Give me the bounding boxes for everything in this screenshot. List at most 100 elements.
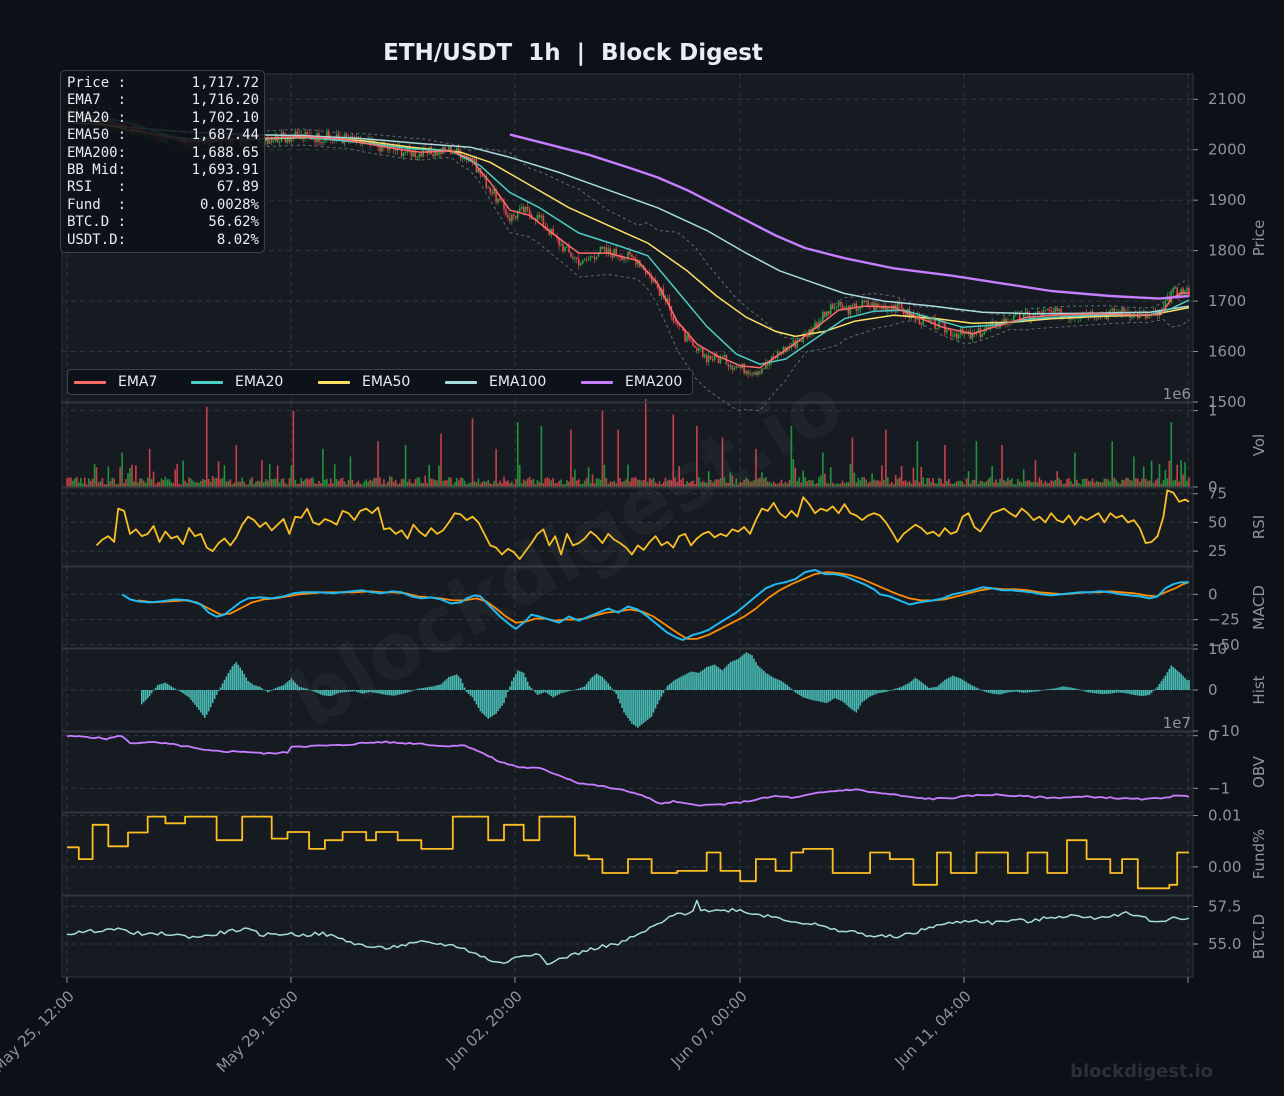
volume-bar xyxy=(1034,460,1037,487)
candle-body xyxy=(790,346,793,348)
volume-bar xyxy=(546,477,549,487)
candle-body xyxy=(282,132,285,137)
hist-bar xyxy=(168,685,171,690)
hist-bar xyxy=(274,687,277,690)
volume-bar xyxy=(172,483,175,487)
volume-bar xyxy=(623,480,625,487)
volume-bar xyxy=(995,479,997,487)
hist-bar xyxy=(194,690,196,705)
hist-bar xyxy=(1160,681,1163,690)
volume-bar xyxy=(217,461,220,487)
volume-bar xyxy=(168,479,171,487)
hist-bar xyxy=(585,683,588,690)
hist-bar xyxy=(879,690,881,693)
hist-bar xyxy=(406,690,409,693)
volume-bar xyxy=(987,479,990,487)
candle-body xyxy=(404,152,407,154)
volume-bar xyxy=(1133,456,1135,487)
volume-bar xyxy=(747,479,749,487)
hist-bar xyxy=(1113,690,1115,694)
hist-bar xyxy=(1109,690,1112,694)
volume-bar xyxy=(105,484,108,487)
hist-bar xyxy=(1062,686,1064,690)
info-label: Price : xyxy=(67,75,127,91)
volume-bar xyxy=(188,477,190,487)
hist-bar xyxy=(904,684,907,690)
hist-bar xyxy=(581,687,584,690)
candle-body xyxy=(601,246,604,249)
candle-body xyxy=(558,238,560,246)
hist-bar xyxy=(176,689,179,691)
hist-bar xyxy=(416,688,419,690)
hist-bar xyxy=(1146,690,1149,696)
hist-bar xyxy=(696,672,698,690)
ytick-label-hist-1: 0 xyxy=(1208,681,1218,699)
candle-body xyxy=(562,244,564,252)
hist-bar xyxy=(1148,690,1151,695)
candle-body xyxy=(997,328,999,329)
candle-body xyxy=(826,311,828,317)
volume-bar xyxy=(635,477,637,487)
volume-bar xyxy=(542,482,545,487)
volume-bar xyxy=(166,479,169,487)
volume-bar xyxy=(979,480,982,487)
volume-bar xyxy=(566,480,568,487)
hist-bar xyxy=(865,690,867,700)
hist-bar xyxy=(1095,690,1098,694)
volume-bar xyxy=(948,478,950,487)
volume-bar xyxy=(1048,482,1051,487)
candle-body xyxy=(609,248,612,254)
candle-body xyxy=(768,362,771,366)
hist-bar xyxy=(203,690,206,718)
volume-bar xyxy=(900,466,903,487)
volume-bar xyxy=(156,482,159,487)
candle-body xyxy=(707,356,710,362)
candle-body xyxy=(1079,317,1082,319)
candle-body xyxy=(1174,287,1177,289)
candle-body xyxy=(503,200,505,210)
candle-body xyxy=(585,259,588,261)
info-label: EMA50 : xyxy=(67,127,127,144)
candle-body xyxy=(950,329,952,337)
hist-bar xyxy=(839,690,842,701)
hist-bar xyxy=(196,690,198,708)
candle-body xyxy=(987,327,990,328)
hist-bar xyxy=(601,676,604,690)
hist-bar xyxy=(1127,690,1129,694)
hist-bar xyxy=(729,662,732,690)
hist-bar xyxy=(664,689,667,690)
hist-bar xyxy=(930,687,932,690)
volume-bar xyxy=(1123,480,1125,487)
volume-bar xyxy=(1186,480,1188,487)
volume-bar xyxy=(745,477,747,487)
hist-bar xyxy=(154,687,157,690)
hist-bar xyxy=(503,690,505,704)
hist-bar xyxy=(1042,690,1045,691)
volume-bar xyxy=(583,480,586,487)
candle-body xyxy=(1018,313,1021,321)
candle-body xyxy=(709,356,712,360)
hist-bar xyxy=(727,664,730,690)
hist-bar xyxy=(908,682,911,690)
hist-bar xyxy=(422,687,425,690)
volume-bar xyxy=(735,478,738,487)
volume-bar xyxy=(1022,469,1025,487)
volume-bar xyxy=(414,479,417,487)
hist-bar xyxy=(977,688,980,690)
volume-bar xyxy=(1138,481,1141,487)
candle-body xyxy=(747,370,749,375)
hist-bar xyxy=(770,676,773,690)
volume-bar xyxy=(1003,480,1005,487)
volume-bar xyxy=(184,480,186,487)
volume-bar xyxy=(302,481,305,487)
volume-bar xyxy=(107,466,110,487)
hist-bar xyxy=(822,690,824,703)
hist-bar xyxy=(306,688,308,690)
volume-bar xyxy=(300,478,303,487)
volume-bar xyxy=(619,478,621,487)
volume-bar xyxy=(889,483,891,487)
hist-bar xyxy=(452,675,454,690)
volume-bar xyxy=(320,483,322,487)
hist-bar xyxy=(428,686,430,690)
hist-bar xyxy=(735,659,738,690)
